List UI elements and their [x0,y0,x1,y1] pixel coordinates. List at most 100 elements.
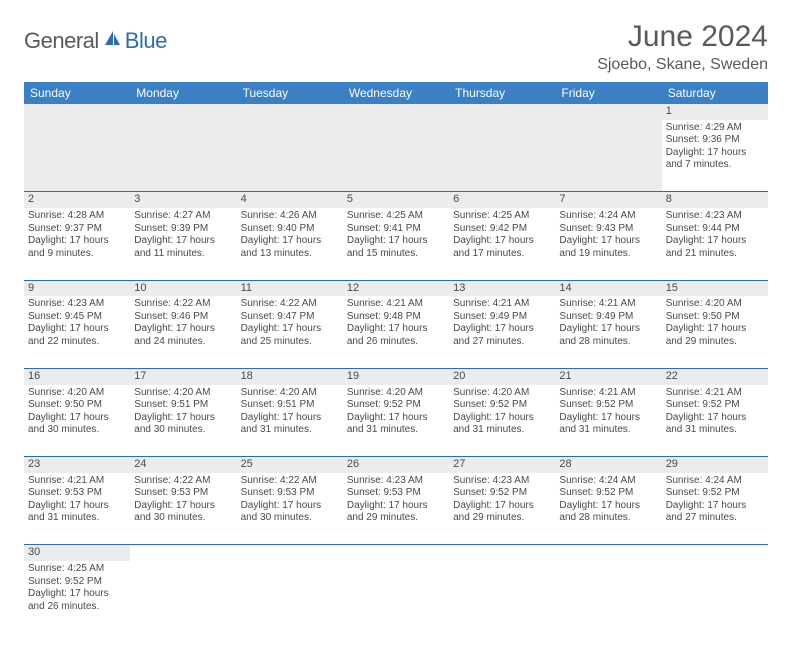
sunrise-line: Sunrise: 4:25 AM [453,210,551,223]
daylight-line: Daylight: 17 hours and 27 minutes. [666,500,764,525]
day-content-cell: Sunrise: 4:24 AMSunset: 9:52 PMDaylight:… [555,473,661,545]
day-number-cell: 4 [237,192,343,208]
content-row: Sunrise: 4:25 AMSunset: 9:52 PMDaylight:… [24,561,768,633]
calendar-table: Sunday Monday Tuesday Wednesday Thursday… [24,82,768,633]
month-title: June 2024 [597,20,768,54]
daylight-line: Daylight: 17 hours and 9 minutes. [28,235,126,260]
title-block: June 2024 Sjoebo, Skane, Sweden [597,20,768,74]
sunset-line: Sunset: 9:49 PM [453,311,551,324]
sunrise-line: Sunrise: 4:20 AM [347,387,445,400]
daylight-line: Daylight: 17 hours and 29 minutes. [347,500,445,525]
day-content-cell: Sunrise: 4:22 AMSunset: 9:53 PMDaylight:… [130,473,236,545]
daylight-line: Daylight: 17 hours and 28 minutes. [559,323,657,348]
sunset-line: Sunset: 9:51 PM [241,399,339,412]
sunset-line: Sunset: 9:53 PM [28,487,126,500]
sunset-line: Sunset: 9:46 PM [134,311,232,324]
sunrise-line: Sunrise: 4:22 AM [241,298,339,311]
day-number-cell [343,545,449,561]
sunrise-line: Sunrise: 4:23 AM [666,210,764,223]
daynum-row: 9101112131415 [24,280,768,296]
sunset-line: Sunset: 9:37 PM [28,223,126,236]
sunrise-line: Sunrise: 4:20 AM [241,387,339,400]
day-content-cell: Sunrise: 4:22 AMSunset: 9:47 PMDaylight:… [237,296,343,368]
day-content-cell: Sunrise: 4:23 AMSunset: 9:44 PMDaylight:… [662,208,768,280]
day-content-cell: Sunrise: 4:20 AMSunset: 9:51 PMDaylight:… [237,385,343,457]
day-number-cell: 29 [662,457,768,473]
sunset-line: Sunset: 9:44 PM [666,223,764,236]
daylight-line: Daylight: 17 hours and 31 minutes. [347,412,445,437]
day-number-cell: 21 [555,368,661,384]
daylight-line: Daylight: 17 hours and 26 minutes. [347,323,445,348]
day-content-cell: Sunrise: 4:24 AMSunset: 9:52 PMDaylight:… [662,473,768,545]
day-number-cell [237,104,343,120]
day-number-cell: 3 [130,192,236,208]
sunrise-line: Sunrise: 4:20 AM [134,387,232,400]
daylight-line: Daylight: 17 hours and 19 minutes. [559,235,657,260]
day-number-cell: 5 [343,192,449,208]
sunset-line: Sunset: 9:53 PM [241,487,339,500]
daynum-row: 2345678 [24,192,768,208]
day-number-cell [449,104,555,120]
day-content-cell: Sunrise: 4:29 AMSunset: 9:36 PMDaylight:… [662,120,768,192]
day-content-cell: Sunrise: 4:20 AMSunset: 9:50 PMDaylight:… [24,385,130,457]
day-content-cell [24,120,130,192]
day-number-cell: 19 [343,368,449,384]
day-number-cell: 23 [24,457,130,473]
content-row: Sunrise: 4:29 AMSunset: 9:36 PMDaylight:… [24,120,768,192]
sunset-line: Sunset: 9:53 PM [347,487,445,500]
daylight-line: Daylight: 17 hours and 30 minutes. [134,412,232,437]
sunrise-line: Sunrise: 4:24 AM [559,210,657,223]
day-content-cell [343,120,449,192]
day-content-cell [555,561,661,633]
day-content-cell: Sunrise: 4:21 AMSunset: 9:53 PMDaylight:… [24,473,130,545]
day-content-cell: Sunrise: 4:22 AMSunset: 9:46 PMDaylight:… [130,296,236,368]
sunset-line: Sunset: 9:41 PM [347,223,445,236]
day-number-cell: 9 [24,280,130,296]
daylight-line: Daylight: 17 hours and 26 minutes. [28,588,126,613]
weekday-header: Sunday [24,82,130,104]
day-number-cell: 15 [662,280,768,296]
sunrise-line: Sunrise: 4:22 AM [134,475,232,488]
day-number-cell: 27 [449,457,555,473]
daylight-line: Daylight: 17 hours and 31 minutes. [28,500,126,525]
daynum-row: 23242526272829 [24,457,768,473]
sunset-line: Sunset: 9:50 PM [666,311,764,324]
sunrise-line: Sunrise: 4:27 AM [134,210,232,223]
weekday-header: Friday [555,82,661,104]
day-content-cell [237,561,343,633]
daylight-line: Daylight: 17 hours and 24 minutes. [134,323,232,348]
day-number-cell: 13 [449,280,555,296]
sunset-line: Sunset: 9:42 PM [453,223,551,236]
sunrise-line: Sunrise: 4:22 AM [134,298,232,311]
day-number-cell: 10 [130,280,236,296]
daylight-line: Daylight: 17 hours and 31 minutes. [666,412,764,437]
sunrise-line: Sunrise: 4:25 AM [28,563,126,576]
day-content-cell [130,561,236,633]
daylight-line: Daylight: 17 hours and 13 minutes. [241,235,339,260]
day-number-cell: 26 [343,457,449,473]
sunset-line: Sunset: 9:52 PM [559,399,657,412]
daylight-line: Daylight: 17 hours and 27 minutes. [453,323,551,348]
location-text: Sjoebo, Skane, Sweden [597,56,768,74]
calendar-page: General Blue June 2024 Sjoebo, Skane, Sw… [0,0,792,653]
sunset-line: Sunset: 9:49 PM [559,311,657,324]
sunrise-line: Sunrise: 4:21 AM [347,298,445,311]
day-number-cell: 20 [449,368,555,384]
day-number-cell [555,545,661,561]
day-number-cell: 24 [130,457,236,473]
daylight-line: Daylight: 17 hours and 31 minutes. [453,412,551,437]
day-number-cell: 6 [449,192,555,208]
daylight-line: Daylight: 17 hours and 31 minutes. [241,412,339,437]
sunrise-line: Sunrise: 4:25 AM [347,210,445,223]
sail-icon [103,29,123,52]
sunset-line: Sunset: 9:45 PM [28,311,126,324]
sunrise-line: Sunrise: 4:20 AM [666,298,764,311]
day-content-cell: Sunrise: 4:21 AMSunset: 9:49 PMDaylight:… [555,296,661,368]
day-number-cell: 28 [555,457,661,473]
weekday-header-row: Sunday Monday Tuesday Wednesday Thursday… [24,82,768,104]
day-number-cell: 1 [662,104,768,120]
day-content-cell [662,561,768,633]
sunrise-line: Sunrise: 4:21 AM [453,298,551,311]
day-content-cell [449,120,555,192]
logo-text-general: General [24,28,99,54]
